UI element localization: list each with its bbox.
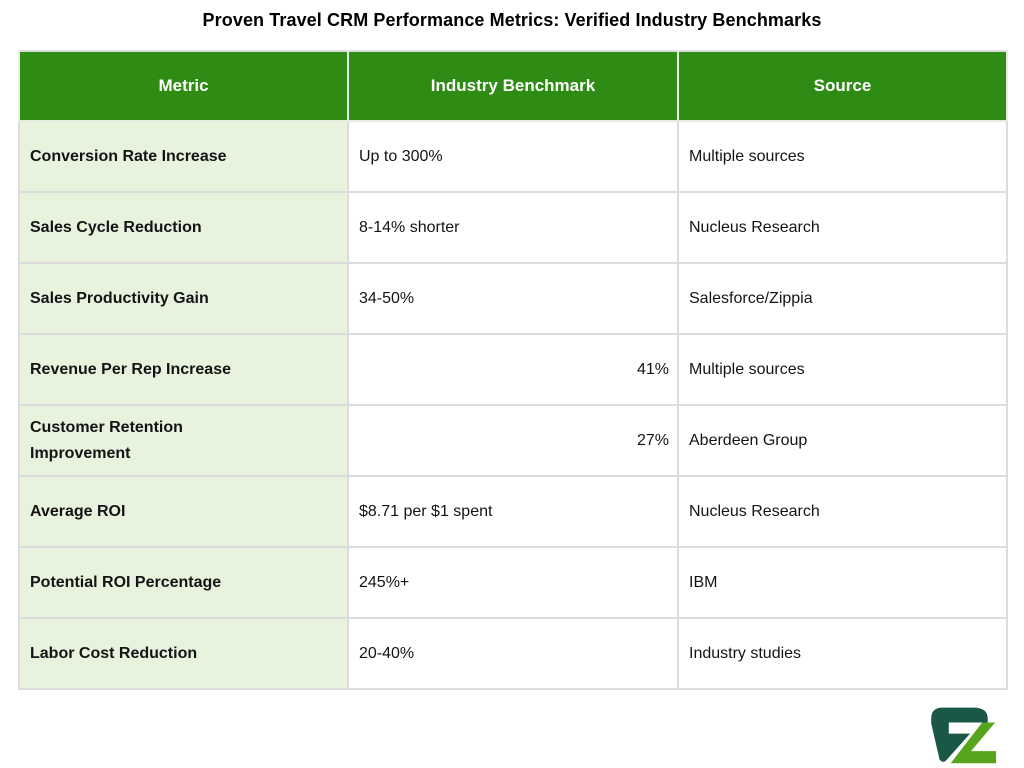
page-title: Proven Travel CRM Performance Metrics: V… (202, 10, 822, 30)
table-row: Sales Cycle Reduction 8-14% shorter Nucl… (18, 191, 1008, 264)
metric-cell: Average ROI (18, 475, 349, 548)
fz-brand-logo-icon (931, 707, 997, 764)
benchmark-cell: 245%+ (347, 546, 679, 619)
benchmark-cell: 41% (347, 333, 679, 406)
source-cell: Multiple sources (677, 120, 1008, 193)
table-row: Revenue Per Rep Increase 41% Multiple so… (18, 333, 1008, 406)
metric-cell: Sales Cycle Reduction (18, 191, 349, 264)
table-row: Labor Cost Reduction 20-40% Industry stu… (18, 617, 1008, 690)
source-cell: Multiple sources (677, 333, 1008, 406)
source-cell: Industry studies (677, 617, 1008, 690)
metric-cell: Labor Cost Reduction (18, 617, 349, 690)
benchmark-cell: Up to 300% (347, 120, 679, 193)
table-row: Average ROI $8.71 per $1 spent Nucleus R… (18, 475, 1008, 548)
benchmarks-table: Metric Industry Benchmark Source Convers… (18, 50, 1008, 690)
source-cell: Nucleus Research (677, 191, 1008, 264)
table-header: Metric Industry Benchmark Source (18, 51, 1008, 122)
table-row: Conversion Rate Increase Up to 300% Mult… (18, 120, 1008, 193)
source-cell: Aberdeen Group (677, 404, 1008, 477)
source-cell: Nucleus Research (677, 475, 1008, 548)
benchmark-cell: 34-50% (347, 262, 679, 335)
source-cell: Salesforce/Zippia (677, 262, 1008, 335)
metric-cell: Conversion Rate Increase (18, 120, 349, 193)
metric-cell: Sales Productivity Gain (18, 262, 349, 335)
logo-bright-shape (950, 722, 997, 764)
source-cell: IBM (677, 546, 1008, 619)
metric-cell: Customer Retention Improvement (18, 404, 349, 477)
column-header-industry-benchmark: Industry Benchmark (347, 51, 679, 122)
benchmark-cell: 27% (347, 404, 679, 477)
column-header-source: Source (677, 51, 1008, 122)
table-body: Conversion Rate Increase Up to 300% Mult… (18, 120, 1008, 690)
table-row: Potential ROI Percentage 245%+ IBM (18, 546, 1008, 619)
table-row: Customer Retention Improvement 27% Aberd… (18, 404, 1008, 477)
column-header-metric: Metric (18, 51, 349, 122)
benchmark-cell: 8-14% shorter (347, 191, 679, 264)
benchmark-cell: $8.71 per $1 spent (347, 475, 679, 548)
benchmark-cell: 20-40% (347, 617, 679, 690)
metric-cell: Revenue Per Rep Increase (18, 333, 349, 406)
logo-dark-shape (931, 707, 988, 762)
table-row: Sales Productivity Gain 34-50% Salesforc… (18, 262, 1008, 335)
metric-cell: Potential ROI Percentage (18, 546, 349, 619)
header-row: Metric Industry Benchmark Source (18, 51, 1008, 122)
